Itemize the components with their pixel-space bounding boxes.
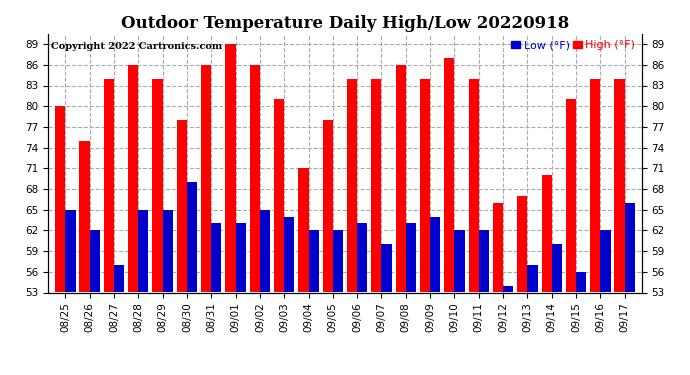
Bar bbox=[298, 168, 308, 292]
Bar bbox=[576, 272, 586, 292]
Bar bbox=[347, 79, 357, 292]
Bar bbox=[503, 286, 513, 292]
Bar bbox=[274, 99, 284, 292]
Bar bbox=[187, 182, 197, 292]
Bar bbox=[55, 106, 66, 292]
Bar bbox=[542, 175, 552, 292]
Bar bbox=[479, 230, 489, 292]
Bar bbox=[235, 224, 246, 292]
Bar bbox=[566, 99, 576, 292]
Bar bbox=[430, 217, 440, 292]
Legend: Low (°F), High (°F): Low (°F), High (°F) bbox=[511, 39, 636, 51]
Text: Copyright 2022 Cartronics.com: Copyright 2022 Cartronics.com bbox=[51, 42, 222, 51]
Bar bbox=[527, 265, 538, 292]
Bar bbox=[260, 210, 270, 292]
Bar bbox=[104, 79, 114, 292]
Bar bbox=[455, 230, 464, 292]
Bar bbox=[590, 79, 600, 292]
Bar bbox=[284, 217, 295, 292]
Bar bbox=[308, 230, 319, 292]
Bar bbox=[163, 210, 172, 292]
Bar bbox=[114, 265, 124, 292]
Bar bbox=[518, 196, 527, 292]
Bar bbox=[79, 141, 90, 292]
Bar bbox=[250, 65, 260, 292]
Bar bbox=[152, 79, 163, 292]
Bar bbox=[624, 203, 635, 292]
Bar bbox=[323, 120, 333, 292]
Bar bbox=[469, 79, 479, 292]
Bar bbox=[600, 230, 611, 292]
Bar bbox=[201, 65, 211, 292]
Bar bbox=[211, 224, 221, 292]
Bar bbox=[177, 120, 187, 292]
Bar bbox=[615, 79, 624, 292]
Bar bbox=[333, 230, 343, 292]
Bar bbox=[395, 65, 406, 292]
Bar bbox=[357, 224, 367, 292]
Bar bbox=[420, 79, 430, 292]
Bar bbox=[90, 230, 100, 292]
Bar bbox=[66, 210, 75, 292]
Bar bbox=[128, 65, 138, 292]
Bar bbox=[371, 79, 382, 292]
Bar bbox=[552, 244, 562, 292]
Bar bbox=[226, 44, 235, 292]
Bar bbox=[138, 210, 148, 292]
Bar bbox=[444, 58, 455, 292]
Bar bbox=[406, 224, 416, 292]
Title: Outdoor Temperature Daily High/Low 20220918: Outdoor Temperature Daily High/Low 20220… bbox=[121, 15, 569, 32]
Bar bbox=[493, 203, 503, 292]
Bar bbox=[382, 244, 392, 292]
